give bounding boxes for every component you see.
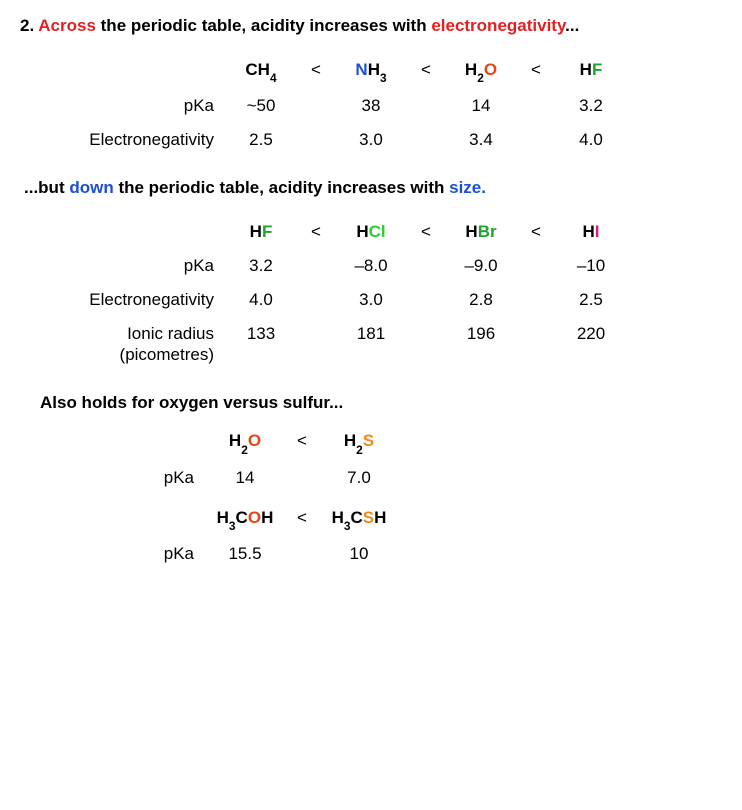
cell: 4.0: [556, 130, 626, 150]
s1-suffix: ...: [565, 16, 579, 35]
lt: <: [516, 222, 556, 242]
cell: 7.0: [320, 468, 398, 488]
s2-mol-row: HF < HCl < HBr < HI: [44, 222, 722, 242]
section1-table: CH4 < NH3 < H2O < HF pKa ~50 38 14 3.2 E…: [44, 60, 722, 150]
cell: 3.0: [336, 130, 406, 150]
s2-pka-row: pKa 3.2 –8.0 –9.0 –10: [44, 256, 722, 276]
s3-pka-row-1: pKa 14 7.0: [44, 468, 722, 488]
section3-table-2: H3COH < H3CSH pKa 15.5 10: [44, 508, 722, 564]
s1-electro: electronegativity: [431, 16, 565, 35]
lt: <: [406, 60, 446, 80]
s3-mol-row-2: H3COH < H3CSH: [44, 508, 722, 530]
cell: 2.5: [226, 130, 296, 150]
mol-hf: HF: [556, 60, 626, 80]
lt: <: [284, 431, 320, 451]
cell: –9.0: [446, 256, 516, 276]
section3-table-1: H2O < H2S pKa 14 7.0: [44, 431, 722, 487]
radius-label: Ionic radius (picometres): [44, 324, 226, 365]
section3-heading: Also holds for oxygen versus sulfur...: [40, 393, 722, 413]
lt: <: [406, 222, 446, 242]
lt: <: [516, 60, 556, 80]
s3-pka-row-2: pKa 15.5 10: [44, 544, 722, 564]
mol-hi: HI: [556, 222, 626, 242]
s1-en-row: Electronegativity 2.5 3.0 3.4 4.0: [44, 130, 722, 150]
lt: <: [296, 222, 336, 242]
cell: –10: [556, 256, 626, 276]
cell: 196: [446, 324, 516, 344]
s1-mid: the periodic table, acidity increases wi…: [96, 16, 431, 35]
cell: 3.4: [446, 130, 516, 150]
cell: 10: [320, 544, 398, 564]
section2-table: HF < HCl < HBr < HI pKa 3.2 –8.0 –9.0 –1…: [44, 222, 722, 365]
en-label: Electronegativity: [44, 130, 226, 150]
mol-hf: HF: [226, 222, 296, 242]
s1-across: Across: [38, 16, 96, 35]
pka-label: pKa: [44, 468, 206, 488]
lt: <: [296, 60, 336, 80]
section1-heading: 2. Across the periodic table, acidity in…: [20, 16, 722, 36]
s2-size: size.: [449, 178, 486, 197]
s1-prefix: 2.: [20, 16, 38, 35]
s2-prefix: ...but: [24, 178, 69, 197]
s2-down: down: [69, 178, 113, 197]
en-label: Electronegativity: [44, 290, 226, 310]
cell: 2.5: [556, 290, 626, 310]
cell: 14: [206, 468, 284, 488]
s1-pka-row: pKa ~50 38 14 3.2: [44, 96, 722, 116]
s3-mol-row-1: H2O < H2S: [44, 431, 722, 453]
cell: 4.0: [226, 290, 296, 310]
pka-label: pKa: [44, 544, 206, 564]
cell: 14: [446, 96, 516, 116]
mol-h2s: H2S: [320, 431, 398, 453]
mol-h3coh: H3COH: [206, 508, 284, 530]
cell: 15.5: [206, 544, 284, 564]
cell: –8.0: [336, 256, 406, 276]
s2-en-row: Electronegativity 4.0 3.0 2.8 2.5: [44, 290, 722, 310]
mol-hbr: HBr: [446, 222, 516, 242]
mol-h3csh: H3CSH: [320, 508, 398, 530]
mol-ch4: CH4: [226, 60, 296, 82]
pka-label: pKa: [44, 96, 226, 116]
cell: 3.0: [336, 290, 406, 310]
cell: 3.2: [226, 256, 296, 276]
cell: ~50: [226, 96, 296, 116]
cell: 2.8: [446, 290, 516, 310]
cell: 220: [556, 324, 626, 344]
cell: 181: [336, 324, 406, 344]
mol-h2o: H2O: [206, 431, 284, 453]
s2-radius-row: Ionic radius (picometres) 133 181 196 22…: [44, 324, 722, 365]
cell: 38: [336, 96, 406, 116]
s2-mid: the periodic table, acidity increases wi…: [114, 178, 449, 197]
mol-hcl: HCl: [336, 222, 406, 242]
s1-mol-row: CH4 < NH3 < H2O < HF: [44, 60, 722, 82]
cell: 3.2: [556, 96, 626, 116]
section2-heading: ...but down the periodic table, acidity …: [24, 178, 722, 198]
mol-nh3: NH3: [336, 60, 406, 82]
lt: <: [284, 508, 320, 528]
pka-label: pKa: [44, 256, 226, 276]
mol-h2o: H2O: [446, 60, 516, 82]
cell: 133: [226, 324, 296, 344]
